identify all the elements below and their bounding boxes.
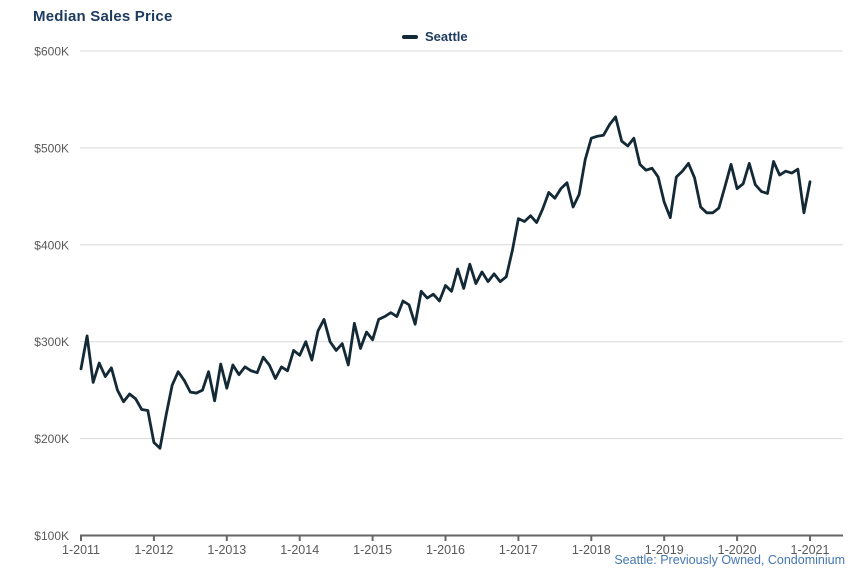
legend-line-swatch bbox=[402, 34, 418, 39]
y-tick-label: $300K bbox=[34, 335, 69, 349]
x-tick-label: 1-2018 bbox=[572, 543, 611, 557]
y-tick-label: $200K bbox=[34, 432, 69, 446]
y-tick-label: $400K bbox=[34, 238, 69, 252]
y-tick-label: $100K bbox=[34, 529, 69, 543]
x-tick-label: 1-2020 bbox=[718, 543, 757, 557]
source-note: Seattle: Previously Owned, Condominium bbox=[614, 553, 845, 567]
x-tick-label: 1-2016 bbox=[426, 543, 465, 557]
x-tick-label: 1-2021 bbox=[791, 543, 830, 557]
x-tick-label: 1-2013 bbox=[207, 543, 246, 557]
seattle-price-line bbox=[79, 115, 812, 450]
x-tick-label: 1-2014 bbox=[280, 543, 319, 557]
chart-title: Median Sales Price bbox=[33, 8, 173, 25]
legend-series-label: Seattle bbox=[425, 29, 468, 44]
y-tick-label: $500K bbox=[34, 141, 69, 155]
x-tick-label: 1-2019 bbox=[645, 543, 684, 557]
legend: Seattle bbox=[402, 29, 468, 44]
y-tick-label: $600K bbox=[34, 45, 69, 59]
x-tick-label: 1-2011 bbox=[62, 543, 100, 557]
x-tick-label: 1-2017 bbox=[499, 543, 538, 557]
x-tick-label: 1-2012 bbox=[134, 543, 173, 557]
x-tick-label: 1-2015 bbox=[353, 543, 392, 557]
